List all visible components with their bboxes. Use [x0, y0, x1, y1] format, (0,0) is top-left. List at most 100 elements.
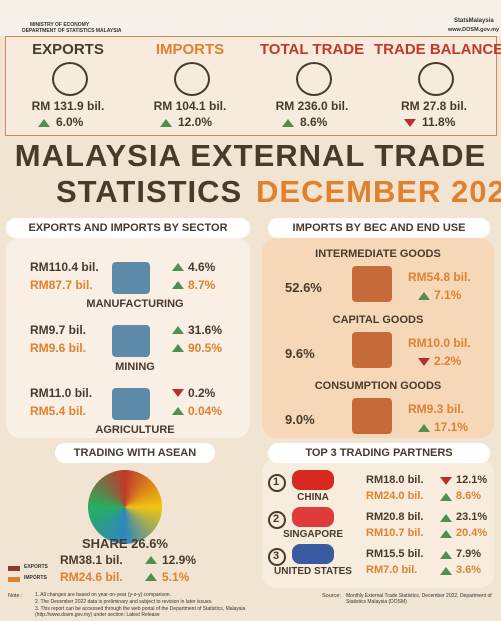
source-label: Source:	[322, 593, 341, 599]
trend-arrow	[145, 573, 157, 581]
kpi-change: 6.0%	[56, 115, 84, 129]
import-change: 0.04%	[188, 404, 223, 418]
header-bar	[0, 0, 501, 36]
import-change: 8.7%	[188, 278, 216, 292]
trend-arrow	[38, 119, 50, 127]
section-title: IMPORTS BY BEC AND END USE	[292, 222, 466, 234]
kpi-label: EXPORTS	[32, 41, 104, 58]
title-line1: MALAYSIA EXTERNAL TRADE	[14, 138, 487, 173]
import-change: 90.5%	[188, 341, 223, 355]
title-line2: STATISTICS	[56, 174, 243, 209]
bec-share: 9.0%	[285, 412, 315, 427]
export-change: 0.2%	[188, 386, 216, 400]
partner-imports: RM10.7 bil.	[366, 527, 424, 539]
note: 1. All changes are based on year-on-year…	[35, 592, 171, 598]
trend-arrow	[172, 263, 184, 271]
flag	[292, 544, 334, 564]
partner-export-change: 12.1%	[456, 474, 488, 486]
trend-arrow	[440, 514, 452, 522]
trend-arrow	[160, 119, 172, 127]
section-bar	[55, 443, 215, 463]
website: www.DOSM.gov.my	[448, 27, 500, 33]
bec-name: INTERMEDIATE GOODS	[315, 248, 441, 260]
partner-import-change: 3.6%	[456, 564, 482, 576]
note: 2. The December 2022 data is preliminary…	[35, 599, 213, 605]
trend-arrow	[282, 119, 294, 127]
kpi-label: TOTAL TRADE	[259, 41, 365, 58]
legend-imports: IMPORTS	[24, 575, 47, 581]
kpi-change: 8.6%	[300, 115, 328, 129]
rank: 2	[273, 513, 280, 525]
trend-arrow	[172, 389, 184, 397]
kpi-value: RM 27.8 bil.	[400, 99, 468, 113]
asean-emblem	[88, 470, 162, 544]
partner-name: UNITED STATES	[274, 566, 352, 577]
trend-arrow	[172, 326, 184, 334]
partner-export-change: 23.1%	[456, 511, 488, 523]
section-title: TRADING WITH ASEAN	[73, 447, 197, 459]
legend-swatch	[8, 577, 20, 582]
partner-name: SINGAPORE	[282, 529, 343, 540]
export-change: 31.6%	[188, 323, 223, 337]
trend-arrow	[172, 344, 184, 352]
section-bar	[268, 218, 490, 238]
trend-arrow	[404, 119, 416, 127]
social: StatsMalaysia	[454, 18, 494, 24]
trend-arrow	[145, 556, 157, 564]
kpi-change: 11.8%	[422, 115, 456, 129]
asean-export-change: 12.9%	[162, 553, 197, 567]
bec-share: 9.6%	[285, 346, 315, 361]
bec-name: CAPITAL GOODS	[332, 314, 424, 326]
partner-imports: RM24.0 bil.	[366, 490, 424, 502]
bec-change: 2.2%	[434, 354, 462, 368]
trend-arrow	[440, 477, 452, 485]
import-value: RM9.6 bil.	[30, 341, 87, 355]
bec-name: CONSUMPTION GOODS	[314, 380, 442, 392]
asean-imports: RM24.6 bil.	[60, 570, 123, 584]
kpi-change: 12.0%	[178, 115, 213, 129]
rank-circle	[268, 474, 286, 492]
asean-exports: RM38.1 bil.	[60, 553, 123, 567]
trend-arrow	[440, 493, 452, 501]
department: DEPARTMENT OF STATISTICS MALAYSIA	[22, 28, 122, 34]
kpi-icon	[418, 62, 454, 96]
trend-arrow	[418, 292, 430, 300]
bec-value: RM54.8 bil.	[408, 270, 471, 284]
trend-arrow	[418, 424, 430, 432]
bec-icon	[352, 266, 392, 302]
export-value: RM110.4 bil.	[30, 260, 99, 274]
rank-circle	[268, 511, 286, 529]
sector-icon	[112, 388, 150, 420]
section-title: TOP 3 TRADING PARTNERS	[305, 447, 453, 459]
partner-exports: RM20.8 bil.	[366, 511, 424, 523]
section-bar	[6, 218, 250, 238]
note-label: Note :	[8, 593, 23, 599]
sector-name: MANUFACTURING	[86, 298, 184, 310]
kpi-value: RM 236.0 bil.	[275, 99, 349, 113]
legend-exports: EXPORTS	[24, 564, 48, 570]
trend-arrow	[440, 567, 452, 575]
partner-imports: RM7.0 bil.	[366, 564, 418, 576]
kpi-label: IMPORTS	[155, 41, 225, 58]
source: Monthly External Trade Statistics, Decem…	[346, 593, 492, 605]
kpi-icon	[296, 62, 332, 96]
rank: 3	[273, 550, 280, 562]
bec-value: RM9.3 bil.	[408, 402, 465, 416]
kpi-value: RM 131.9 bil.	[31, 99, 105, 113]
sector-icon	[112, 325, 150, 357]
legend-swatch	[8, 566, 20, 571]
bec-value: RM10.0 bil.	[408, 336, 471, 350]
import-value: RM5.4 bil.	[30, 404, 87, 418]
trend-arrow	[440, 530, 452, 538]
asean-share: SHARE 26.6%	[82, 536, 168, 551]
bec-change: 7.1%	[434, 288, 462, 302]
kpi-icon	[174, 62, 210, 96]
ministry: MINISTRY OF ECONOMY	[30, 22, 90, 28]
bec-icon	[352, 398, 392, 434]
bec-share: 52.6%	[285, 280, 322, 295]
section-title: EXPORTS AND IMPORTS BY SECTOR	[28, 222, 228, 234]
partner-import-change: 20.4%	[456, 527, 488, 539]
sector-icon	[112, 262, 150, 294]
partner-export-change: 7.9%	[456, 548, 482, 560]
